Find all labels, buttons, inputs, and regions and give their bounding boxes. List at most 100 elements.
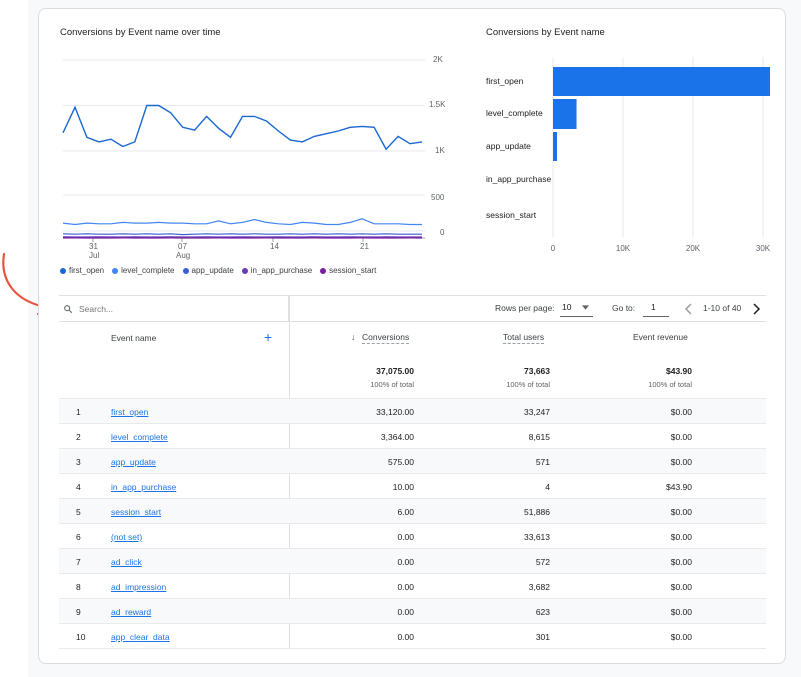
event-name-link[interactable]: app_clear_data (111, 632, 170, 642)
event-name-link[interactable]: ad_reward (111, 607, 152, 617)
x-tick-label: 21 (360, 242, 369, 251)
table-row[interactable]: 4 in_app_purchase 10.00 4 $43.90 (59, 473, 766, 498)
search-box (59, 296, 289, 322)
legend-item[interactable]: app_update (182, 266, 234, 275)
event-name-link[interactable]: session_start (111, 507, 162, 517)
search-icon (64, 305, 73, 314)
total-conversions: 37,075.00 (376, 366, 414, 376)
rows-per-page-label: Rows per page: (495, 303, 555, 313)
legend-item[interactable]: first_open (60, 266, 104, 275)
table-row[interactable]: 10 app_clear_data 0.00 301 $0.00 (59, 623, 766, 648)
x-tick-month: Aug (176, 251, 191, 260)
legend-dot (241, 267, 248, 274)
bar-label: in_app_purchase (486, 174, 551, 184)
legend-item[interactable]: level_complete (112, 266, 175, 275)
legend-label: level_complete (121, 266, 175, 275)
revenue-cell: $0.00 (670, 557, 692, 567)
users-cell: 572 (535, 557, 550, 567)
event-name-link[interactable]: in_app_purchase (111, 482, 177, 492)
chevron-left-icon[interactable] (684, 303, 692, 315)
row-number: 9 (76, 607, 81, 617)
row-number: 4 (76, 482, 81, 492)
bar-chart-title: Conversions by Event name (486, 27, 605, 38)
users-cell: 51,886 (524, 507, 550, 517)
column-header-event-revenue[interactable]: Event revenue (633, 332, 688, 342)
users-cell: 8,615 (528, 432, 550, 442)
conversions-cell: 10.00 (392, 482, 414, 492)
total-revenue-pct: 100% of total (648, 380, 692, 389)
revenue-cell: $0.00 (670, 407, 692, 417)
line-chart[interactable] (55, 52, 455, 262)
row-number: 3 (76, 457, 81, 467)
y-tick-label: 1.5K (429, 100, 446, 109)
users-cell: 571 (535, 457, 550, 467)
y-tick-label: 1K (435, 146, 445, 155)
revenue-cell: $0.00 (670, 607, 692, 617)
legend-label: in_app_purchase (250, 266, 313, 275)
revenue-cell: $0.00 (670, 532, 692, 542)
add-dimension-button[interactable]: + (264, 329, 273, 345)
search-input[interactable] (79, 304, 279, 314)
event-name-link[interactable]: ad_impression (111, 582, 167, 592)
rows-per-page-select[interactable]: 10 (560, 299, 593, 317)
column-header-event-name[interactable]: Event name (111, 333, 157, 343)
series-line-app_update (62, 233, 422, 236)
column-header-total-users[interactable]: Total users (503, 332, 545, 344)
legend-label: first_open (69, 266, 105, 275)
event-name-link[interactable]: ad_click (111, 557, 142, 567)
y-tick-label: 0 (440, 228, 445, 237)
bar-label: app_update (486, 141, 531, 151)
x-tick-label: 0 (551, 244, 556, 253)
conversions-cell: 0.00 (397, 582, 414, 592)
revenue-cell: $0.00 (670, 432, 692, 442)
revenue-cell: $0.00 (670, 632, 692, 642)
x-tick-label: 20K (686, 244, 701, 253)
bar-first_open (553, 67, 770, 96)
row-number: 5 (76, 507, 81, 517)
event-name-link[interactable]: app_update (111, 457, 156, 467)
column-header-conversions[interactable]: Conversions (362, 332, 410, 344)
table-row[interactable]: 5 session_start 6.00 51,886 $0.00 (59, 498, 766, 523)
legend-item[interactable]: session_start (320, 266, 376, 275)
conversions-cell: 0.00 (397, 632, 414, 642)
bar-level_complete (553, 99, 577, 129)
event-name-link[interactable]: level_complete (111, 432, 168, 442)
users-cell: 3,682 (528, 582, 550, 592)
chevron-right-icon[interactable] (753, 303, 761, 315)
total-users: 73,663 (524, 366, 550, 376)
event-name-link[interactable]: first_open (111, 407, 149, 417)
bar-label: session_start (486, 210, 537, 220)
total-revenue: $43.90 (666, 366, 692, 376)
bar-app_update (553, 132, 558, 161)
row-number: 10 (76, 632, 86, 642)
row-number: 2 (76, 432, 81, 442)
table-row[interactable]: 2 level_complete 3,364.00 8,615 $0.00 (59, 423, 766, 448)
table-row[interactable]: 8 ad_impression 0.00 3,682 $0.00 (59, 573, 766, 598)
goto-label: Go to: (612, 303, 636, 313)
users-cell: 4 (545, 482, 550, 492)
pagination-range: 1-10 of 40 (703, 303, 742, 313)
table-row[interactable]: 9 ad_reward 0.00 623 $0.00 (59, 598, 766, 623)
table-row[interactable]: 7 ad_click 0.00 572 $0.00 (59, 548, 766, 573)
x-tick-label: 14 (270, 242, 279, 251)
goto-input[interactable]: 1 (643, 299, 669, 317)
conversions-cell: 3,364.00 (380, 432, 414, 442)
legend-dot (112, 267, 119, 274)
revenue-cell: $0.00 (670, 582, 692, 592)
users-cell: 301 (535, 632, 550, 642)
table-row[interactable]: 1 first_open 33,120.00 33,247 $0.00 (59, 398, 766, 423)
table-row[interactable]: 3 app_update 575.00 571 $0.00 (59, 448, 766, 473)
series-line-first_open (62, 104, 423, 151)
event-name-link[interactable]: (not set) (111, 532, 143, 542)
users-cell: 33,247 (524, 407, 550, 417)
legend-item[interactable]: in_app_purchase (241, 266, 313, 275)
bar-chart[interactable]: 0 10K 20K 30K first_open level_complete app_up… (480, 55, 770, 260)
x-tick-month: Jul (89, 251, 100, 260)
revenue-cell: $0.00 (670, 507, 692, 517)
legend-dot (320, 267, 327, 274)
table-row[interactable]: 6 (not set) 0.00 33,613 $0.00 (59, 523, 766, 548)
sort-arrow-icon: ↓ (351, 332, 356, 342)
rows-per-page-value: 10 (562, 302, 572, 312)
conversions-cell: 33,120.00 (376, 407, 414, 417)
y-tick-label: 2K (433, 55, 443, 64)
